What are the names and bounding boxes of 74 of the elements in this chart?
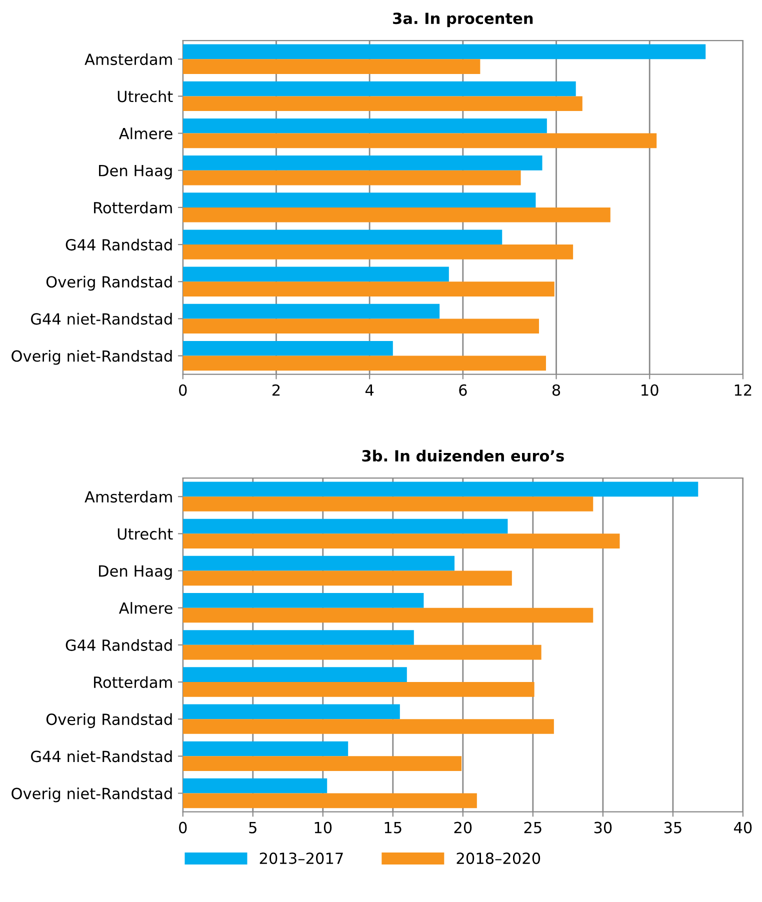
bar bbox=[182, 340, 393, 356]
x-tick-label: 0 bbox=[179, 822, 187, 834]
bar bbox=[182, 59, 480, 74]
bar bbox=[182, 556, 455, 571]
bar bbox=[182, 282, 554, 296]
legend-label: 2013–2017 bbox=[260, 852, 343, 864]
bar bbox=[182, 534, 620, 549]
bar bbox=[182, 81, 576, 96]
y-tick-label: G44 Randstad bbox=[66, 238, 172, 251]
y-tick-label: Den Haag bbox=[99, 165, 172, 180]
y-tick-label: G44 niet-Randstad bbox=[31, 312, 172, 325]
x-tick-label: 0 bbox=[179, 384, 187, 396]
bar bbox=[182, 608, 594, 623]
y-tick-label: Utrecht bbox=[118, 90, 173, 102]
bar bbox=[182, 96, 582, 112]
chart-title: 3a. In procenten bbox=[393, 12, 533, 28]
bar bbox=[182, 207, 610, 222]
x-tick-label: 5 bbox=[249, 822, 256, 834]
x-tick-label: 15 bbox=[384, 822, 402, 834]
y-tick-label: Overig niet-Randstad bbox=[12, 787, 172, 802]
bar bbox=[182, 719, 554, 734]
x-tick-label: 40 bbox=[734, 822, 752, 834]
x-tick-label: 25 bbox=[524, 822, 542, 834]
bar bbox=[182, 518, 508, 534]
y-tick-label: Amsterdam bbox=[84, 490, 172, 503]
bar bbox=[182, 304, 440, 319]
bar bbox=[182, 133, 657, 148]
x-tick-label: 8 bbox=[552, 384, 560, 396]
bar bbox=[182, 356, 546, 371]
y-tick-label: Almere bbox=[118, 127, 172, 140]
y-tick-label: Rotterdam bbox=[94, 676, 172, 688]
bar bbox=[182, 704, 400, 720]
bar bbox=[182, 570, 512, 586]
x-tick-label: 2 bbox=[272, 384, 280, 396]
bar bbox=[182, 118, 547, 134]
chart-title: 3b. In duizenden euro’s bbox=[362, 450, 564, 462]
y-tick-label: Rotterdam bbox=[94, 202, 172, 214]
y-tick-label: G44 Randstad bbox=[66, 639, 172, 651]
bar bbox=[182, 244, 574, 260]
bar bbox=[182, 630, 414, 645]
bar bbox=[182, 682, 534, 697]
bar bbox=[182, 318, 539, 334]
y-tick-label: Utrecht bbox=[118, 528, 173, 540]
bar bbox=[182, 644, 542, 660]
bar bbox=[182, 741, 348, 756]
x-tick-label: 6 bbox=[459, 384, 467, 396]
y-tick-label: G44 niet-Randstad bbox=[31, 750, 172, 762]
x-tick-label: 10 bbox=[314, 822, 332, 834]
y-tick-label: Overig niet-Randstad bbox=[12, 350, 172, 365]
legend-label: 2018–2020 bbox=[456, 852, 540, 864]
bar bbox=[182, 756, 462, 772]
bar bbox=[182, 482, 698, 497]
bar bbox=[182, 44, 706, 60]
y-tick-label: Overig Randstad bbox=[46, 276, 172, 291]
bar bbox=[182, 793, 477, 808]
bar bbox=[182, 593, 424, 608]
x-tick-label: 20 bbox=[454, 822, 472, 834]
x-tick-label: 35 bbox=[664, 822, 682, 834]
bar bbox=[182, 192, 536, 208]
x-tick-label: 10 bbox=[642, 384, 658, 396]
bar bbox=[182, 230, 502, 245]
x-tick-label: 12 bbox=[734, 384, 752, 396]
x-tick-label: 4 bbox=[365, 384, 374, 396]
bar bbox=[182, 170, 521, 186]
bar bbox=[182, 156, 542, 170]
bar bbox=[182, 778, 328, 794]
bar bbox=[182, 496, 594, 512]
y-tick-label: Almere bbox=[118, 602, 172, 614]
y-tick-label: Den Haag bbox=[99, 565, 172, 580]
y-tick-label: Amsterdam bbox=[84, 53, 172, 66]
y-tick-label: Overig Randstad bbox=[46, 713, 172, 728]
bar bbox=[182, 266, 449, 282]
x-tick-label: 30 bbox=[594, 822, 612, 834]
bar bbox=[182, 667, 407, 682]
